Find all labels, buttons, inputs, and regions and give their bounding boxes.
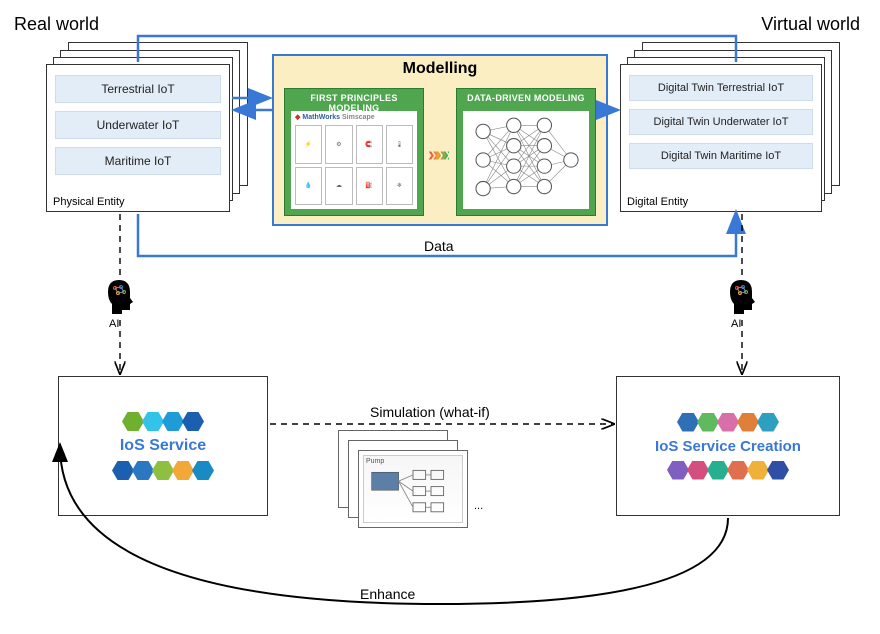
physical-item-0: Terrestrial IoT <box>55 75 221 103</box>
modelling-title: Modelling <box>274 60 606 78</box>
hex-icon <box>717 413 739 432</box>
ios-creation-title: IoS Service Creation <box>655 438 801 455</box>
simulation-label: Simulation (what-if) <box>370 404 490 420</box>
physical-item-2: Maritime IoT <box>55 147 221 175</box>
hex-icon <box>757 413 779 432</box>
digital-item-2: Digital Twin Maritime IoT <box>629 143 813 169</box>
hex-icon <box>112 461 134 480</box>
real-world-header: Real world <box>14 14 99 35</box>
ios-service-title: IoS Service <box>120 437 206 455</box>
digital-item-0: Digital Twin Terrestrial IoT <box>629 75 813 101</box>
hex-icon <box>677 413 699 432</box>
ios-creation-hex-bottom <box>668 459 788 482</box>
physical-entity-stack: Terrestrial IoT Underwater IoT Maritime … <box>46 42 246 212</box>
hex-icon <box>707 461 729 480</box>
digital-item-1: Digital Twin Underwater IoT <box>629 109 813 135</box>
hex-icon <box>192 461 214 480</box>
digital-entity-stack: Digital Twin Terrestrial IoT Digital Twi… <box>620 42 840 212</box>
hex-icon <box>172 461 194 480</box>
hex-icon <box>667 461 689 480</box>
ai-head-right <box>726 278 756 314</box>
hex-icon <box>142 412 164 431</box>
neural-net-icon <box>463 111 589 209</box>
data-driven-title: DATA-DRIVEN MODELING <box>457 89 595 107</box>
ai-head-left <box>104 278 134 314</box>
hex-icon <box>122 412 144 431</box>
modelling-box: Modelling FIRST PRINCIPLES MODELING ◆Mat… <box>272 54 608 226</box>
hex-icon <box>727 461 749 480</box>
hex-icon <box>182 412 204 431</box>
hex-icon <box>767 461 789 480</box>
ios-creation-box: IoS Service Creation <box>616 376 840 516</box>
first-principles-panel: FIRST PRINCIPLES MODELING ◆MathWorks Sim… <box>284 88 424 216</box>
data-driven-panel: DATA-DRIVEN MODELING <box>456 88 596 216</box>
chevron-icon: »»» <box>428 144 449 167</box>
ai-label-right: AI <box>731 318 741 330</box>
data-label: Data <box>424 238 454 254</box>
digital-entity-caption: Digital Entity <box>627 196 688 208</box>
ios-service-hex-top <box>123 410 203 433</box>
first-principles-icons: ⚡⚙🧲🌡 💧☁⛽❄ <box>291 111 417 209</box>
hex-icon <box>132 461 154 480</box>
virtual-world-header: Virtual world <box>761 14 860 35</box>
simscape-label: ◆MathWorks Simscape <box>295 113 413 121</box>
ios-service-box: IoS Service <box>58 376 268 516</box>
ios-creation-hex-top <box>678 411 778 434</box>
ai-label-left: AI <box>109 318 119 330</box>
digital-entity-card: Digital Twin Terrestrial IoT Digital Twi… <box>620 64 822 212</box>
physical-item-1: Underwater IoT <box>55 111 221 139</box>
simulation-inner-icon: Pump <box>363 455 463 523</box>
hex-icon <box>162 412 184 431</box>
hex-icon <box>747 461 769 480</box>
hex-icon <box>152 461 174 480</box>
ios-service-hex-bottom <box>113 459 213 482</box>
physical-entity-card: Terrestrial IoT Underwater IoT Maritime … <box>46 64 230 212</box>
enhance-label: Enhance <box>360 586 415 602</box>
physical-entity-caption: Physical Entity <box>53 196 125 208</box>
hex-icon <box>697 413 719 432</box>
sim-ellipsis: ... <box>474 500 483 512</box>
hex-icon <box>687 461 709 480</box>
hex-icon <box>737 413 759 432</box>
